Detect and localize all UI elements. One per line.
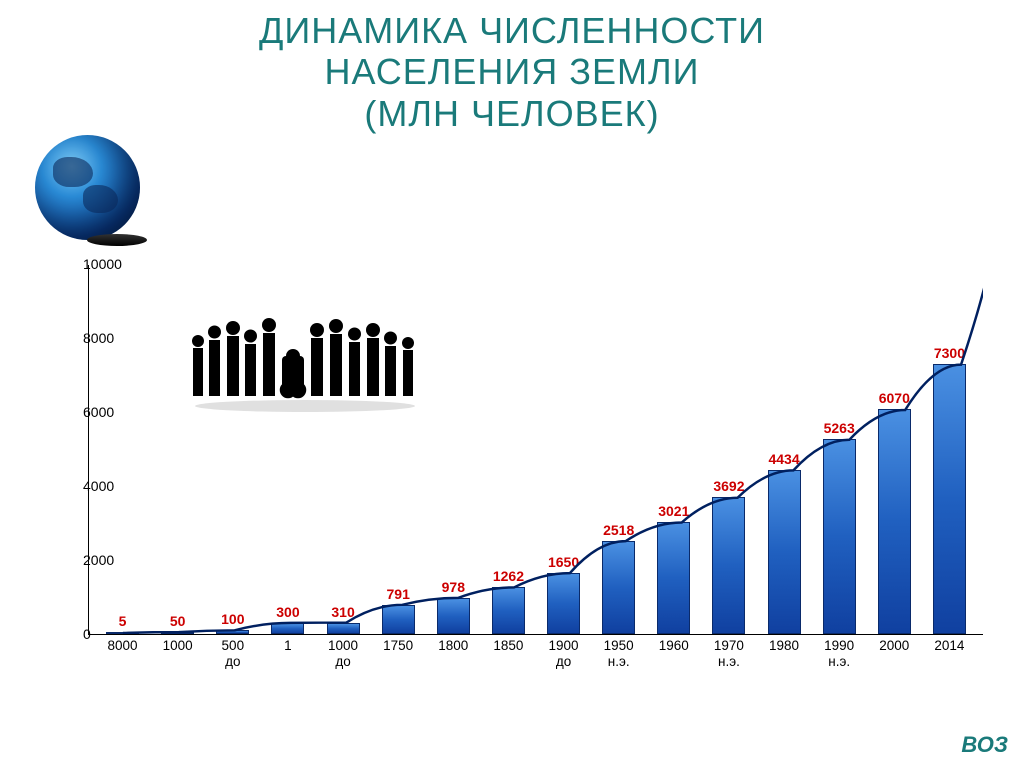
bar bbox=[823, 439, 856, 634]
bar bbox=[437, 598, 470, 634]
x-tick-label: 1980 bbox=[757, 638, 812, 669]
bar-value-label: 5263 bbox=[824, 420, 855, 436]
x-tick-label: 2000 bbox=[867, 638, 922, 669]
x-axis-labels: 80001000500до11000до1750180018501900до19… bbox=[89, 634, 983, 669]
bar-slot: 3021 bbox=[646, 503, 701, 634]
bar-slot: 300 bbox=[260, 604, 315, 634]
bar-slot: 100 bbox=[205, 611, 260, 634]
bar bbox=[547, 573, 580, 634]
x-tick-label: 500до bbox=[205, 638, 260, 669]
bar-value-label: 100 bbox=[221, 611, 244, 627]
bars-container: 5 50 100 300 310 791 978 1262 1650 2518 3021 3692 44… bbox=[89, 265, 983, 634]
source-label: ВОЗ bbox=[961, 732, 1008, 758]
bar-value-label: 5 bbox=[119, 613, 127, 629]
bar-slot: 978 bbox=[426, 579, 481, 634]
bar-slot: 791 bbox=[371, 586, 426, 634]
bar-value-label: 300 bbox=[276, 604, 299, 620]
bar-value-label: 6070 bbox=[879, 390, 910, 406]
bar-slot: 50 bbox=[150, 613, 205, 634]
x-tick-label: 1990н.э. bbox=[812, 638, 867, 669]
bar-slot: 7300 bbox=[922, 345, 977, 634]
bar-value-label: 1650 bbox=[548, 554, 579, 570]
bar-slot: 5 bbox=[95, 613, 150, 634]
bar-value-label: 3692 bbox=[713, 478, 744, 494]
bar bbox=[382, 605, 415, 634]
globe-icon bbox=[35, 135, 155, 255]
x-tick-label: 1900до bbox=[536, 638, 591, 669]
bar-slot: 6070 bbox=[867, 390, 922, 634]
bar-value-label: 7300 bbox=[934, 345, 965, 361]
bar-slot: 4434 bbox=[757, 451, 812, 634]
bar-value-label: 50 bbox=[170, 613, 186, 629]
x-tick-label: 1800 bbox=[426, 638, 481, 669]
bar-value-label: 978 bbox=[442, 579, 465, 595]
bar-slot: 3692 bbox=[701, 478, 756, 634]
bar-value-label: 3021 bbox=[658, 503, 689, 519]
bar-value-label: 791 bbox=[387, 586, 410, 602]
x-tick-label: 1000до bbox=[316, 638, 371, 669]
x-tick-label: 2014 bbox=[922, 638, 977, 669]
bar-slot: 310 bbox=[316, 604, 371, 634]
bar-value-label: 310 bbox=[331, 604, 354, 620]
bar bbox=[712, 497, 745, 634]
title-line-1: ДИНАМИКА ЧИСЛЕННОСТИ bbox=[0, 10, 1024, 51]
x-tick-label: 1750 bbox=[371, 638, 426, 669]
x-tick-label: 1960 bbox=[646, 638, 701, 669]
chart: 0200040006000800010000 55010030031079197… bbox=[40, 265, 995, 685]
bar-slot: 2518 bbox=[591, 522, 646, 634]
x-tick-label: 1 bbox=[260, 638, 315, 669]
x-tick-label: 1850 bbox=[481, 638, 536, 669]
bar-value-label: 1262 bbox=[493, 568, 524, 584]
bar-slot: 5263 bbox=[812, 420, 867, 634]
plot-area: 0200040006000800010000 55010030031079197… bbox=[88, 265, 983, 635]
bar-slot: 1262 bbox=[481, 568, 536, 634]
x-tick-label: 1950н.э. bbox=[591, 638, 646, 669]
bar bbox=[271, 623, 304, 634]
chart-title: ДИНАМИКА ЧИСЛЕННОСТИ НАСЕЛЕНИЯ ЗЕМЛИ (МЛ… bbox=[0, 0, 1024, 134]
bar bbox=[768, 470, 801, 634]
bar-value-label: 2518 bbox=[603, 522, 634, 538]
bar bbox=[657, 522, 690, 634]
bar bbox=[602, 541, 635, 634]
title-line-3: (МЛН ЧЕЛОВЕК) bbox=[0, 93, 1024, 134]
x-tick-label: 8000 bbox=[95, 638, 150, 669]
title-line-2: НАСЕЛЕНИЯ ЗЕМЛИ bbox=[0, 51, 1024, 92]
bar bbox=[933, 364, 966, 634]
x-tick-label: 1000 bbox=[150, 638, 205, 669]
bar bbox=[878, 409, 911, 634]
bar bbox=[492, 587, 525, 634]
bar-slot: 1650 bbox=[536, 554, 591, 634]
bar bbox=[327, 623, 360, 634]
x-tick-label: 1970н.э. bbox=[701, 638, 756, 669]
bar-value-label: 4434 bbox=[768, 451, 799, 467]
